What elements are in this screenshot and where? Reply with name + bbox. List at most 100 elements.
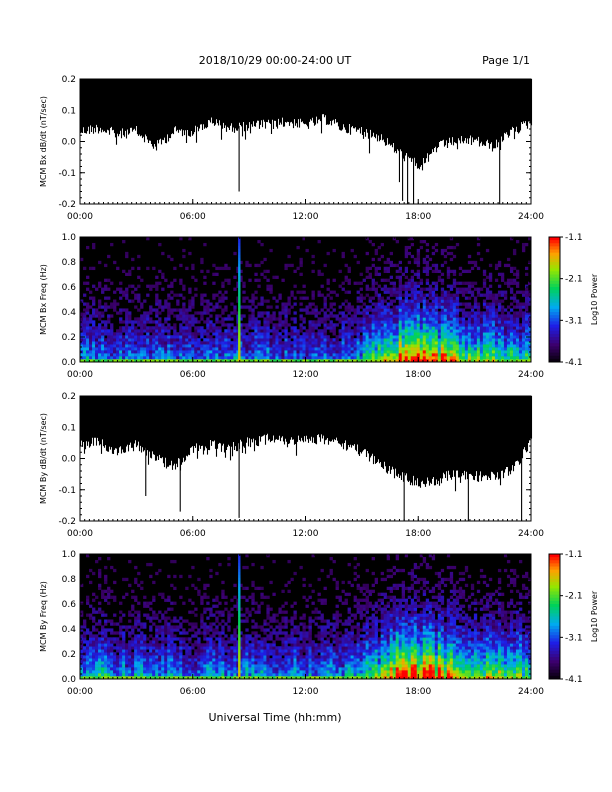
spectrogram-cell — [413, 338, 418, 342]
spectrogram-cell — [440, 293, 445, 297]
spectrogram-cell — [431, 287, 436, 291]
spectrogram-cell — [479, 287, 484, 291]
spectrogram-cell — [446, 344, 451, 348]
spectrogram-cell — [392, 335, 396, 339]
spectrogram-cell — [140, 625, 144, 629]
spectrogram-cell — [326, 350, 330, 354]
colorbar-segment — [549, 290, 560, 294]
spectrogram-cell — [329, 338, 333, 342]
spectrogram-cell — [122, 649, 126, 653]
spectrogram-cell — [179, 631, 183, 635]
spectrogram-cell — [89, 643, 93, 647]
spectrogram-cell — [113, 652, 117, 656]
spectrogram-cell — [170, 257, 174, 262]
y-tick-label: 0.6 — [62, 283, 77, 293]
spectrogram-cell — [266, 284, 270, 288]
spectrogram-cell — [323, 350, 327, 354]
spectrogram-cell — [275, 317, 279, 321]
spectrogram-cell — [359, 293, 363, 297]
spectrogram-cell — [503, 356, 508, 360]
spectrogram-cell — [464, 329, 469, 333]
colorbar-segment — [549, 274, 560, 279]
spectrogram-cell — [173, 335, 177, 339]
spectrogram-cell — [182, 302, 186, 306]
spectrogram-cell — [116, 643, 120, 647]
spectrogram-cell — [404, 311, 409, 315]
spectrogram-cell — [104, 296, 108, 300]
spectrogram-cell — [131, 335, 135, 339]
spectrogram-cell — [473, 359, 478, 363]
spectrogram-cell — [431, 296, 436, 300]
spectrogram-cell — [509, 326, 514, 330]
spectrogram-cell — [218, 305, 222, 309]
spectrogram-cell — [134, 353, 138, 357]
spectrogram-cell — [395, 317, 400, 321]
spectrogram-cell — [179, 308, 183, 312]
spectrogram-cell — [110, 643, 114, 647]
spectrogram-cell — [446, 320, 451, 324]
spectrogram-cell — [449, 338, 454, 342]
spectrogram-cell — [374, 305, 378, 309]
spectrogram-cell — [110, 344, 114, 348]
spectrogram-cell — [266, 278, 270, 282]
spectrogram-cell — [455, 341, 460, 345]
spectrogram-cell — [119, 326, 123, 330]
spectrogram-cell — [392, 293, 396, 297]
spectrogram-cell — [413, 317, 418, 321]
spectrogram-cell — [233, 305, 237, 309]
spectrogram-cell — [146, 237, 150, 241]
spectrogram-cell — [470, 314, 475, 318]
spectrogram-cell — [266, 350, 270, 354]
spectrogram-cell — [185, 619, 189, 623]
spectrogram-cell — [371, 347, 375, 351]
spectrogram-cell — [302, 237, 306, 241]
spectrogram-cell — [224, 332, 228, 336]
spectrogram-cell — [80, 359, 84, 363]
spectrogram-cell — [455, 323, 460, 327]
spectrogram-cell — [449, 347, 454, 351]
spectrogram-cell — [464, 302, 469, 306]
spectrogram-cell — [350, 323, 354, 327]
spectrogram-cell — [500, 332, 505, 336]
y-tick-label: 0.8 — [62, 258, 77, 268]
spectrogram-cell — [86, 661, 90, 665]
spectrogram-cell — [158, 305, 162, 309]
spectrogram-cell — [485, 320, 490, 324]
spectrogram-cell — [518, 344, 523, 348]
spectrogram-cell — [86, 275, 90, 279]
spectrogram-cell — [176, 625, 180, 629]
spectrogram-cell — [473, 335, 478, 339]
spectrogram-cell — [230, 350, 234, 354]
spectrogram-cell — [512, 305, 517, 309]
spectrogram-cell — [161, 676, 165, 680]
spectrogram-cell — [185, 637, 189, 641]
spectrogram-cell — [128, 332, 132, 336]
spectrogram-cell — [206, 335, 210, 339]
spectrogram-cell — [419, 338, 424, 342]
spectrogram-cell — [356, 359, 360, 363]
broadband-line-cell — [238, 296, 241, 300]
spectrogram-cell — [110, 589, 114, 593]
spectrogram-cell — [215, 350, 219, 354]
spectrogram-cell — [152, 580, 156, 585]
spectrogram-cell — [83, 302, 87, 306]
spectrogram-cell — [110, 305, 114, 309]
spectrogram-cell — [215, 353, 219, 357]
spectrogram-cell — [446, 359, 451, 363]
x-tick-label: 06:00 — [180, 370, 206, 380]
spectrogram-cell — [86, 311, 90, 315]
spectrogram-cell — [383, 341, 387, 345]
spectrogram-cell — [290, 263, 294, 268]
spectrogram-cell — [275, 305, 279, 309]
spectrogram-cell — [443, 350, 448, 354]
spectrogram-cell — [122, 326, 126, 330]
spectrogram-cell — [272, 335, 276, 339]
spectrogram-cell — [167, 667, 171, 671]
spectrogram-cell — [500, 314, 505, 318]
spectrogram-cell — [83, 314, 87, 318]
spectrogram-cell — [155, 640, 159, 644]
spectrogram-cell — [161, 359, 165, 363]
spectrogram-cell — [401, 287, 406, 291]
spectrogram-cell — [488, 308, 493, 312]
spectrogram-cell — [260, 314, 264, 318]
